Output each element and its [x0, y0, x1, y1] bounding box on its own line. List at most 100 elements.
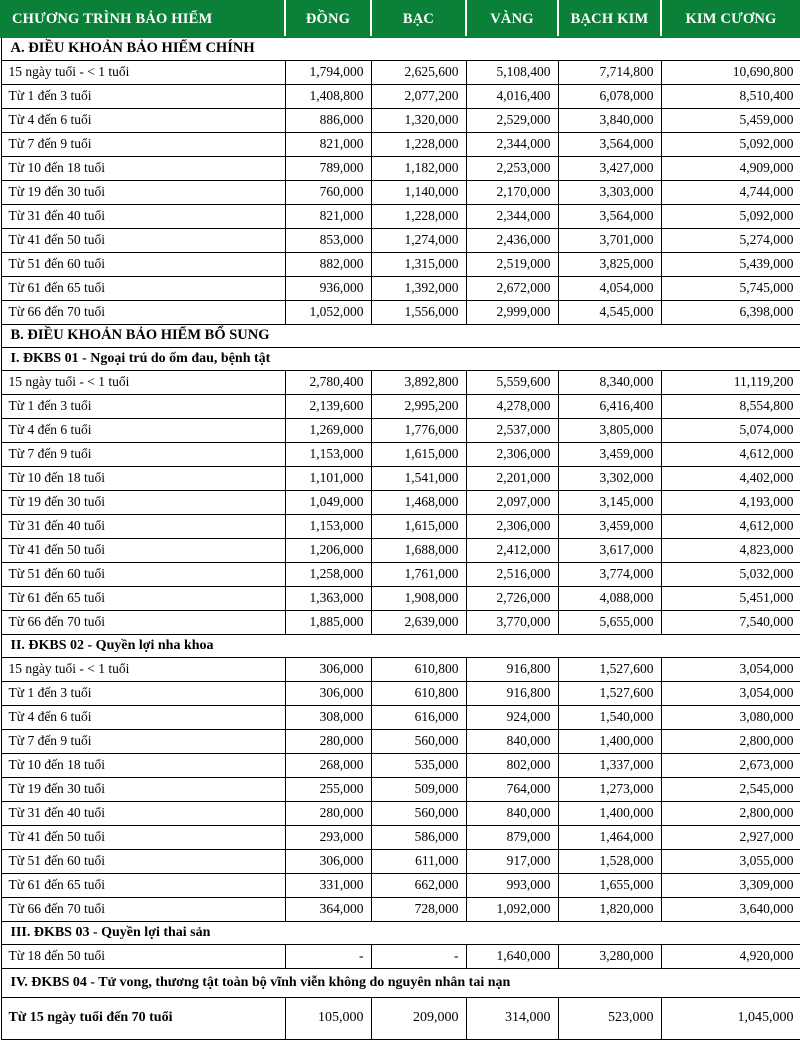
table-row: 15 ngày tuổi - < 1 tuổi 1,794,000 2,625,60… — [0, 60, 800, 85]
premium-cell-bachkim: 3,617,000 — [557, 538, 662, 563]
premium-cell-dong: 821,000 — [284, 132, 372, 157]
column-header-kimcuong: KIM CƯƠNG — [660, 0, 800, 38]
premium-cell-dong: 1,258,000 — [284, 562, 372, 587]
age-band-label: 15 ngày tuổi - < 1 tuổi — [0, 370, 286, 395]
premium-cell-kimcuong: 5,274,000 — [660, 228, 800, 253]
premium-cell-vang: 2,097,000 — [465, 490, 559, 515]
table-row: Từ 19 đến 30 tuổi 760,000 1,140,000 2,170,0… — [0, 180, 800, 205]
table-row: Từ 51 đến 60 tuổi 882,000 1,315,000 2,519,0… — [0, 252, 800, 277]
table-row: Từ 66 đến 70 tuổi 1,052,000 1,556,000 2,999… — [0, 300, 800, 325]
premium-cell-dong: 821,000 — [284, 204, 372, 229]
column-header-vang: VÀNG — [465, 0, 559, 38]
premium-cell-vang: 993,000 — [465, 873, 559, 898]
premium-cell-vang: 840,000 — [465, 801, 559, 826]
age-band-label: Từ 1 đến 3 tuổi — [0, 681, 286, 706]
table-row: Từ 31 đến 40 tuổi 280,000 560,000 840,000 1,… — [0, 801, 800, 826]
section-title: I. ĐKBS 01 - Ngoại trú do ốm đau, bệnh t… — [0, 347, 800, 371]
table-row: Từ 10 đến 18 tuổi 789,000 1,182,000 2,253,0… — [0, 156, 800, 181]
age-band-label: Từ 51 đến 60 tuổi — [0, 252, 286, 277]
premium-cell-vang: 2,999,000 — [465, 300, 559, 325]
premium-cell-vang: 4,278,000 — [465, 394, 559, 419]
premium-cell-bac: 1,908,000 — [370, 586, 467, 611]
table-row: Từ 18 đến 50 tuổi - -1,640,000 3,280,000 4,9… — [0, 944, 800, 969]
premium-cell-dong: 936,000 — [284, 276, 372, 301]
premium-cell-bachkim: 3,840,000 — [557, 108, 662, 133]
age-band-label: Từ 41 đến 50 tuổi — [0, 228, 286, 253]
premium-cell-bachkim: 1,400,000 — [557, 729, 662, 754]
premium-cell-vang: 2,726,000 — [465, 586, 559, 611]
premium-cell-bac: 1,615,000 — [370, 514, 467, 539]
age-band-label: Từ 4 đến 6 tuổi — [0, 108, 286, 133]
premium-cell-bachkim: 1,464,000 — [557, 825, 662, 850]
premium-cell-bac: 2,625,600 — [370, 60, 467, 85]
section-title: III. ĐKBS 03 - Quyền lợi thai sản — [0, 921, 800, 945]
premium-cell-dong: 882,000 — [284, 252, 372, 277]
age-band-label: Từ 66 đến 70 tuổi — [0, 897, 286, 922]
premium-cell-bachkim: 523,000 — [557, 997, 662, 1040]
premium-cell-kimcuong: 11,119,200 — [660, 370, 800, 395]
premium-cell-kimcuong: 4,909,000 — [660, 156, 800, 181]
premium-cell-bac: 1,228,000 — [370, 132, 467, 157]
age-band-label: Từ 10 đến 18 tuổi — [0, 466, 286, 491]
premium-cell-bachkim: 3,774,000 — [557, 562, 662, 587]
premium-cell-vang: 924,000 — [465, 705, 559, 730]
age-band-label: Từ 51 đến 60 tuổi — [0, 849, 286, 874]
premium-cell-bac: 3,892,800 — [370, 370, 467, 395]
premium-cell-vang: 2,672,000 — [465, 276, 559, 301]
table-row: Từ 4 đến 6 tuổi 308,000 616,000 924,000 1,54… — [0, 705, 800, 730]
premium-cell-kimcuong: 3,054,000 — [660, 657, 800, 682]
premium-cell-bachkim: 3,280,000 — [557, 944, 662, 969]
age-band-label: Từ 61 đến 65 tuổi — [0, 276, 286, 301]
premium-cell-vang: 840,000 — [465, 729, 559, 754]
premium-cell-kimcuong: 1,045,000 — [660, 997, 800, 1040]
section-title: A. ĐIỀU KHOẢN BẢO HIỂM CHÍNH — [0, 36, 800, 61]
premium-cell-bac: 611,000 — [370, 849, 467, 874]
table-row: Từ 1 đến 3 tuổi 2,139,600 2,995,200 4,278,0… — [0, 394, 800, 419]
age-band-label: Từ 19 đến 30 tuổi — [0, 777, 286, 802]
premium-cell-bac: 509,000 — [370, 777, 467, 802]
premium-cell-dong: 1,153,000 — [284, 442, 372, 467]
section-header-row: II. ĐKBS 02 - Quyền lợi nha khoa — [0, 634, 800, 658]
premium-cell-kimcuong: 5,439,000 — [660, 252, 800, 277]
premium-cell-kimcuong: 5,092,000 — [660, 204, 800, 229]
age-band-label: Từ 61 đến 65 tuổi — [0, 873, 286, 898]
premium-cell-bachkim: 3,805,000 — [557, 418, 662, 443]
premium-cell-bac: 1,274,000 — [370, 228, 467, 253]
premium-cell-bachkim: 3,459,000 — [557, 514, 662, 539]
age-band-label: Từ 61 đến 65 tuổi — [0, 586, 286, 611]
age-band-label: Từ 7 đến 9 tuổi — [0, 132, 286, 157]
premium-cell-bac: 1,392,000 — [370, 276, 467, 301]
premium-cell-bachkim: 3,459,000 — [557, 442, 662, 467]
premium-cell-kimcuong: 4,920,000 — [660, 944, 800, 969]
premium-cell-bac: 2,077,200 — [370, 84, 467, 109]
premium-cell-dong: 1,101,000 — [284, 466, 372, 491]
age-band-label: Từ 66 đến 70 tuổi — [0, 300, 286, 325]
table-row: Từ 4 đến 6 tuổi 886,000 1,320,000 2,529,000… — [0, 108, 800, 133]
premium-cell-vang: 764,000 — [465, 777, 559, 802]
premium-cell-vang: 2,253,000 — [465, 156, 559, 181]
table-row: Từ 61 đến 65 tuổi 936,000 1,392,000 2,672,0… — [0, 276, 800, 301]
premium-cell-dong: 1,885,000 — [284, 610, 372, 635]
premium-cell-bac: 1,468,000 — [370, 490, 467, 515]
column-header-bac: BẠC — [370, 0, 467, 38]
premium-cell-bac: 1,615,000 — [370, 442, 467, 467]
table-row: Từ 61 đến 65 tuổi 1,363,000 1,908,000 2,726… — [0, 586, 800, 611]
premium-cell-dong: 1,153,000 — [284, 514, 372, 539]
premium-cell-bachkim: 4,054,000 — [557, 276, 662, 301]
premium-cell-dong: 306,000 — [284, 657, 372, 682]
premium-cell-vang: 2,306,000 — [465, 514, 559, 539]
premium-cell-dong: 364,000 — [284, 897, 372, 922]
premium-cell-vang: 2,170,000 — [465, 180, 559, 205]
table-row: Từ 10 đến 18 tuổi 268,000 535,000 802,000 1,… — [0, 753, 800, 778]
premium-cell-vang: 1,640,000 — [465, 944, 559, 969]
premium-cell-bac: 610,800 — [370, 657, 467, 682]
table-row: Từ 7 đến 9 tuổi 1,153,000 1,615,000 2,306,0… — [0, 442, 800, 467]
premium-cell-vang: 2,412,000 — [465, 538, 559, 563]
age-band-label: Từ 10 đến 18 tuổi — [0, 753, 286, 778]
premium-cell-bachkim: 7,714,800 — [557, 60, 662, 85]
premium-cell-bachkim: 5,655,000 — [557, 610, 662, 635]
premium-cell-kimcuong: 5,451,000 — [660, 586, 800, 611]
table-row: Từ 7 đến 9 tuổi 821,000 1,228,000 2,344,000… — [0, 132, 800, 157]
premium-cell-vang: 2,537,000 — [465, 418, 559, 443]
premium-cell-bac: 2,995,200 — [370, 394, 467, 419]
